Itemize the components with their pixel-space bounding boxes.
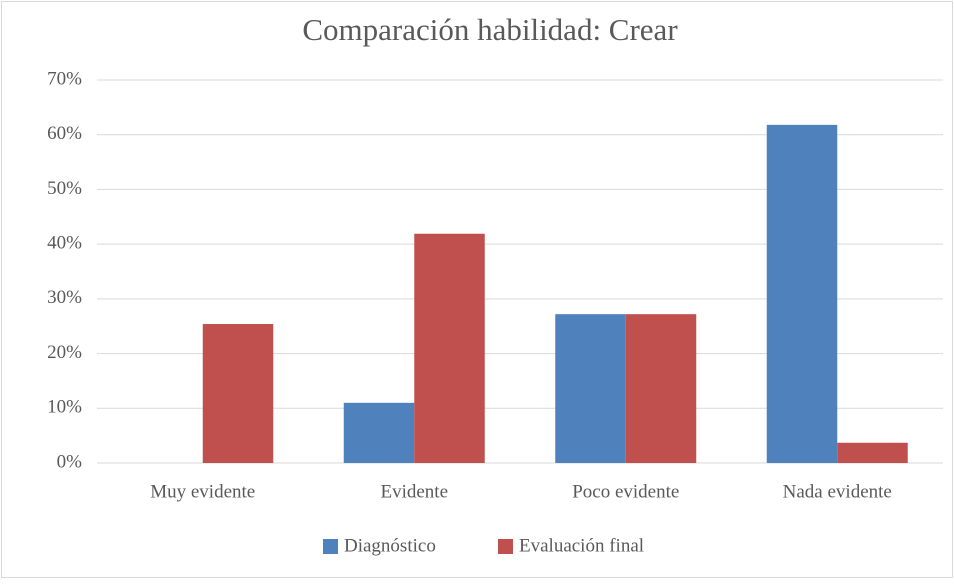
y-tick-label: 40% [47,233,82,254]
y-tick-label: 70% [47,68,82,89]
legend-swatch [323,539,338,554]
legend-label: Evaluación final [519,535,644,556]
bar [202,324,274,463]
x-tick-label: Nada evidente [783,481,892,502]
chart-title: Comparación habilidad: Crear [302,12,678,47]
bar [343,402,415,463]
bar [625,314,697,463]
x-tick-label: Poco evidente [572,481,679,502]
legend-swatch [498,539,513,554]
y-tick-label: 30% [47,287,82,308]
y-tick-label: 0% [57,451,83,472]
y-tick-label: 60% [47,123,82,144]
bar [766,124,838,463]
x-tick-label: Muy evidente [150,481,255,502]
y-tick-label: 50% [47,178,82,199]
y-tick-label: 20% [47,342,82,363]
bar [555,314,626,463]
bar [837,442,908,463]
x-tick-label: Evidente [380,481,448,502]
bar [414,233,485,463]
legend-label: Diagnóstico [344,535,436,556]
y-tick-label: 10% [47,397,82,418]
